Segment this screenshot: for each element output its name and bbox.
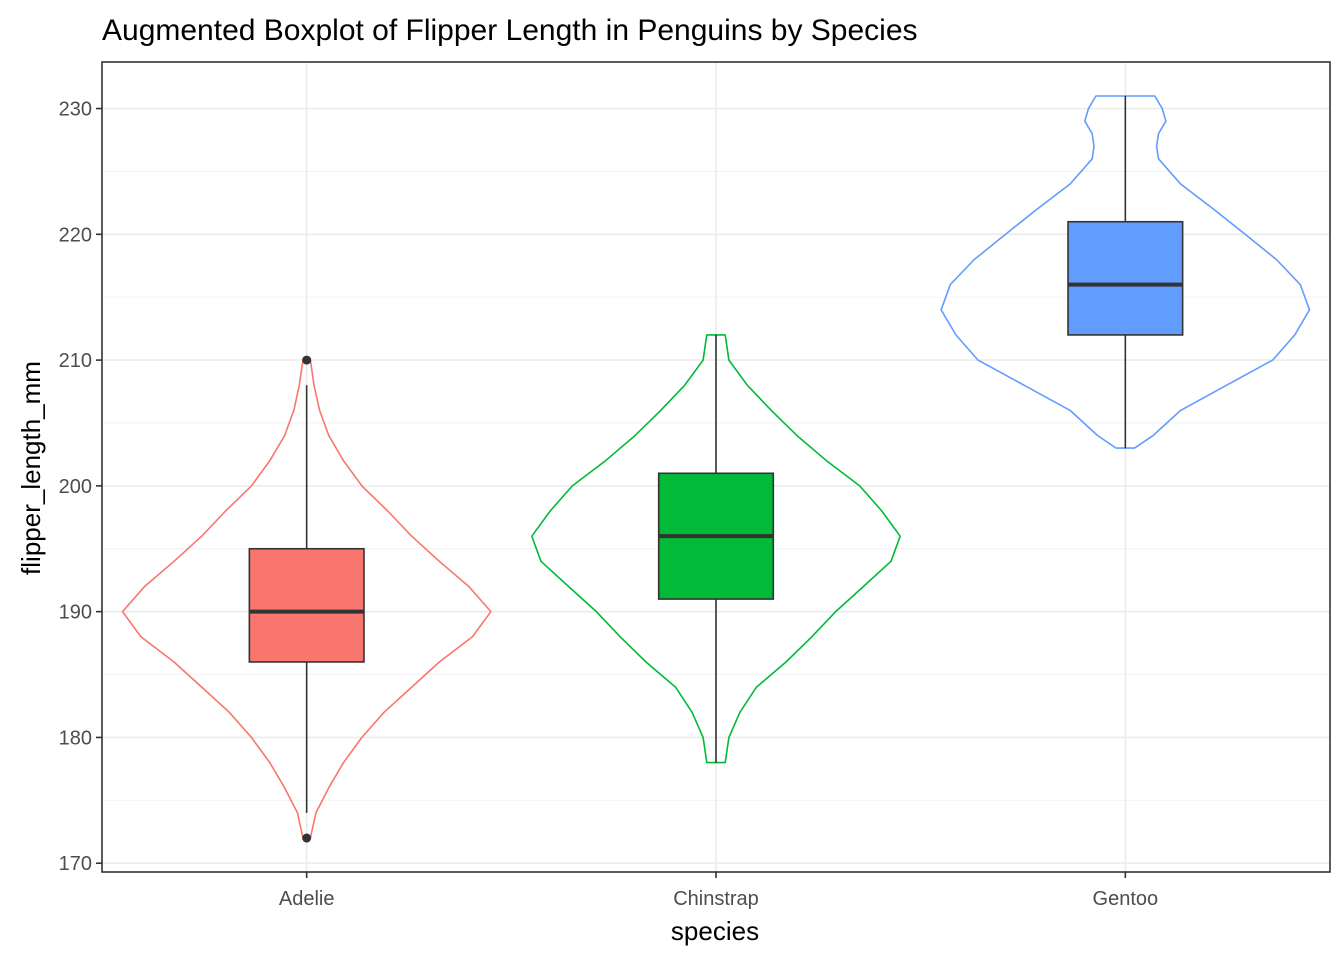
boxplots [248,95,1184,843]
y-tick-label: 200 [59,476,92,498]
y-tick-label: 230 [59,99,92,121]
x-tick-label-gentoo: Gentoo [1093,888,1159,910]
chart-title: Augmented Boxplot of Flipper Length in P… [102,14,918,47]
outlier-point-adelie [302,355,312,365]
y-tick-label: 180 [59,727,92,749]
violin-chinstrap [531,334,901,764]
y-tick-label: 190 [59,602,92,624]
y-axis-title: flipper_length_mm [16,361,46,575]
y-tick-label: 220 [59,224,92,246]
box-adelie [248,547,365,663]
y-tick-label: 210 [59,350,92,372]
x-tick-label-chinstrap: Chinstrap [673,888,759,910]
outlier-point-adelie [302,833,312,843]
violin-gentoo [940,95,1311,449]
x-axis-title: species [671,916,759,946]
x-tick-label-adelie: Adelie [279,888,335,910]
x-axis: Adelie Chinstrap Gentoo [279,872,1158,910]
y-tick-label: 170 [59,853,92,875]
y-axis: 170 180 190 200 210 220 230 [59,99,102,875]
box-gentoo [1067,220,1184,336]
